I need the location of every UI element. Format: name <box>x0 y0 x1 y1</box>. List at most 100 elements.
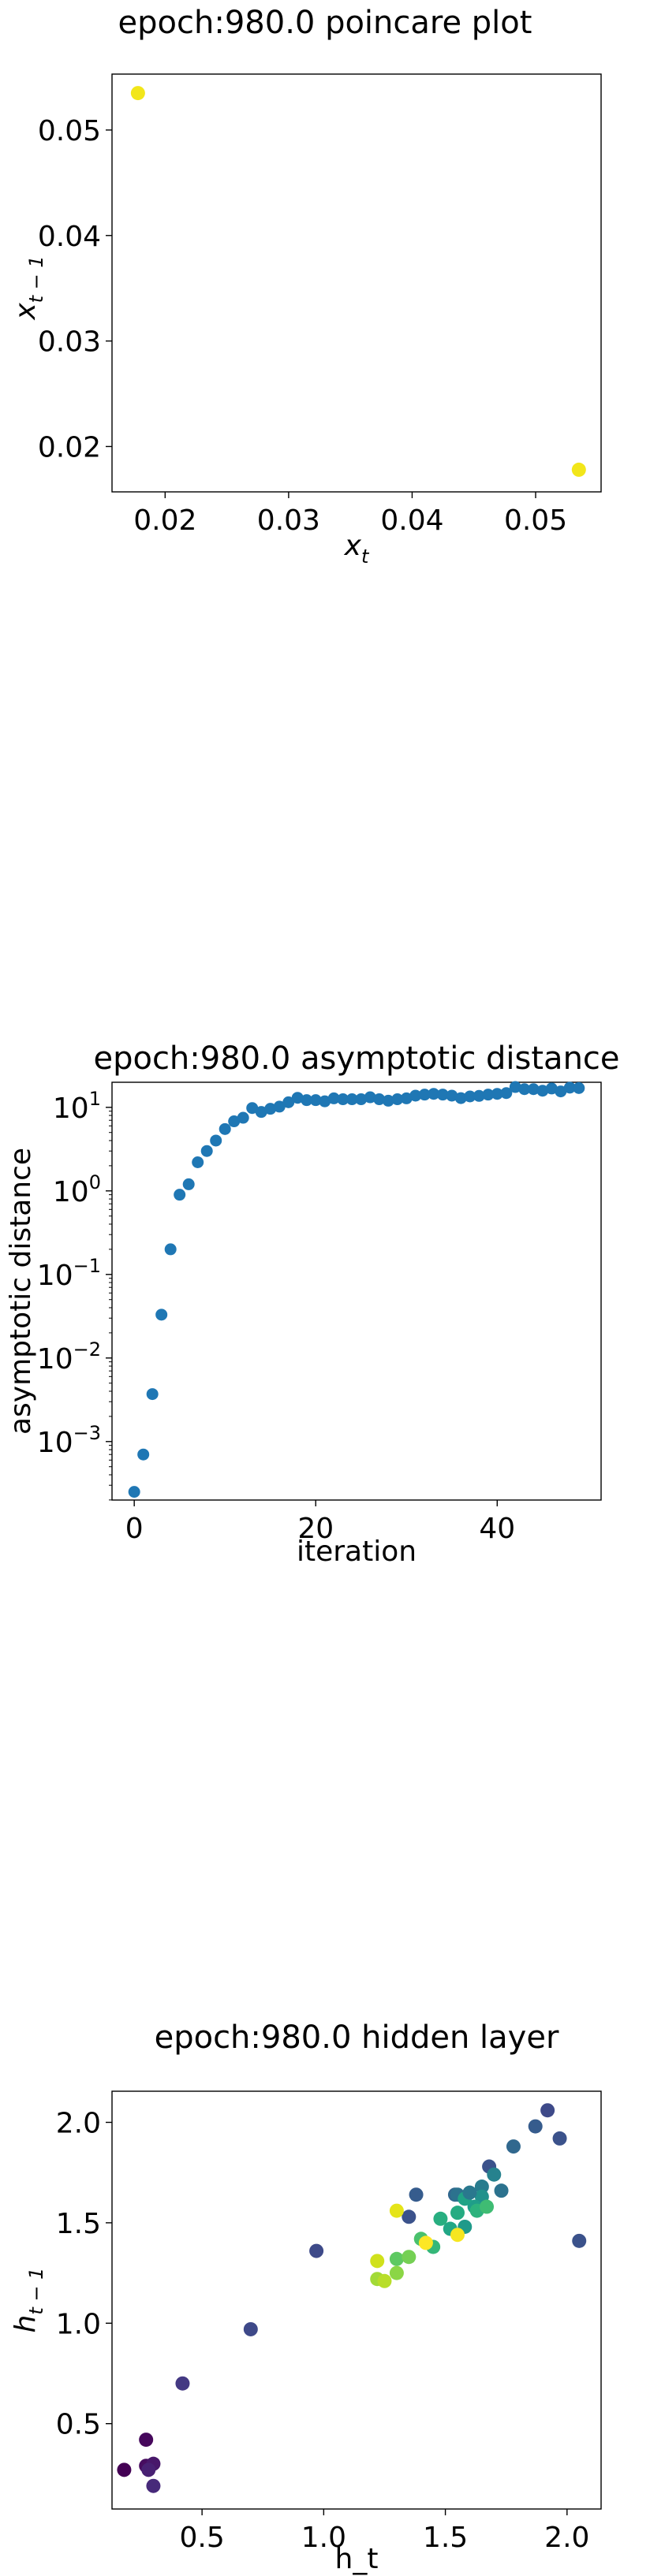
hidden-layer-point <box>389 2203 404 2218</box>
asymptotic-point <box>573 1081 585 1094</box>
hidden-layer-xtick-label: 2.0 <box>544 2522 589 2554</box>
poincare-plot-area <box>111 73 602 493</box>
asymptotic-ytick-exponent: −2 <box>73 1338 101 1361</box>
hidden-layer-point <box>141 2462 156 2477</box>
asymptotic-ytick-exponent: −3 <box>73 1422 101 1444</box>
poincare-ylabel-main: x <box>9 303 42 321</box>
asymptotic-point <box>273 1100 286 1113</box>
hidden-layer-ytick-label: 1.0 <box>56 2308 101 2340</box>
asymptotic-point <box>418 1089 431 1101</box>
asymptotic-distance-chart: epoch:980.0 asymptotic distance 0 20 4010−… <box>5 1040 620 1568</box>
hidden-layer-point <box>572 2233 587 2248</box>
asymptotic-point <box>482 1089 495 1101</box>
asymptotic-point <box>237 1111 249 1124</box>
asymptotic-point <box>500 1087 513 1100</box>
hidden-layer-xtick-label: 1.0 <box>301 2522 346 2554</box>
asymptotic-point <box>228 1115 241 1128</box>
hidden-layer-point <box>389 2265 404 2280</box>
asymptotic-point <box>309 1094 322 1107</box>
hidden-layer-point <box>389 2251 404 2266</box>
hidden-layer-xtick-label: 1.5 <box>423 2522 468 2554</box>
asymptotic-point <box>155 1308 168 1321</box>
asymptotic-point <box>563 1081 576 1094</box>
asymptotic-point <box>409 1089 422 1102</box>
hidden-layer-point <box>494 2183 509 2198</box>
asymptotic-plot-area <box>111 1081 602 1501</box>
poincare-point <box>130 86 145 101</box>
asymptotic-point <box>301 1094 313 1107</box>
poincare-ytick-label: 0.04 <box>38 221 101 253</box>
poincare-points <box>130 86 586 477</box>
hidden-layer-xtick-label: 0.5 <box>179 2522 224 2554</box>
hidden-layer-plot-area <box>111 2090 602 2510</box>
asymptotic-point <box>319 1095 331 1107</box>
poincare-xtick-label: 0.03 <box>257 504 320 537</box>
asymptotic-point <box>337 1093 349 1106</box>
poincare-xtick-label: 0.04 <box>380 504 443 537</box>
asymptotic-ytick-exponent: −1 <box>73 1255 101 1277</box>
asymptotic-point <box>282 1096 295 1108</box>
hidden-layer-point <box>402 2250 417 2265</box>
hidden-layer-ylabel-main: h <box>9 2315 42 2333</box>
asymptotic-ytick-base: 10 <box>53 1093 89 1125</box>
asymptotic-point <box>200 1145 213 1157</box>
asymptotic-point <box>454 1092 467 1104</box>
asymptotic-point <box>473 1089 485 1102</box>
hidden-layer-point <box>377 2273 392 2288</box>
poincare-ytick-label: 0.02 <box>38 431 101 463</box>
asymptotic-point <box>192 1156 204 1169</box>
poincare-xtick-label: 0.02 <box>133 504 196 537</box>
asymptotic-point <box>174 1189 186 1201</box>
poincare-chart: epoch:980.0 poincare plot 0.02 0.03 0.04 0.… <box>9 5 602 568</box>
asymptotic-point <box>536 1085 549 1097</box>
hidden-layer-point <box>418 2235 433 2250</box>
hidden-layer-point <box>450 2206 465 2220</box>
poincare-ytick-label: 0.05 <box>38 115 101 147</box>
asymptotic-point <box>146 1388 159 1401</box>
asymptotic-point <box>355 1093 368 1106</box>
asymptotic-ytick-base: 10 <box>37 1343 73 1375</box>
poincare-ylabel: xt − 1 <box>9 255 47 320</box>
asymptotic-point <box>518 1083 531 1096</box>
asymptotic-point <box>491 1088 503 1100</box>
asymptotic-point <box>555 1085 567 1098</box>
hidden-layer-ylabel: ht − 1 <box>9 2268 47 2333</box>
asymptotic-point <box>509 1081 521 1093</box>
hidden-layer-ticks: 0.5 1.0 1.5 2.0 0.5 1.0 1.5 2.0 <box>56 2107 590 2554</box>
asymptotic-point <box>373 1093 386 1106</box>
hidden-layer-point <box>450 2228 465 2243</box>
hidden-layer-ytick-label: 0.5 <box>56 2409 101 2441</box>
hidden-layer-xlabel: h_t <box>335 2543 379 2575</box>
poincare-point <box>571 462 586 477</box>
hidden-layer-ylabel-sub: t − 1 <box>25 2268 47 2315</box>
hidden-layer-chart: epoch:980.0 hidden layer 0.5 1.0 1.5 2.00.5… <box>9 2019 602 2575</box>
asymptotic-ytick-label: 100 <box>53 1171 101 1208</box>
hidden-layer-point <box>370 2254 385 2269</box>
asymptotic-ytick-exponent: 0 <box>89 1171 101 1193</box>
asymptotic-xtick-label: 40 <box>479 1513 515 1545</box>
asymptotic-point <box>364 1091 376 1104</box>
poincare-xlabel-sub: t <box>361 545 370 568</box>
hidden-layer-point <box>487 2167 502 2182</box>
asymptotic-point <box>346 1093 358 1106</box>
hidden-layer-point <box>402 2209 417 2224</box>
asymptotic-point <box>527 1083 540 1096</box>
asymptotic-point <box>291 1092 304 1104</box>
hidden-layer-point <box>540 2103 555 2118</box>
asymptotic-point <box>436 1089 449 1101</box>
asymptotic-points <box>128 1081 585 1498</box>
hidden-layer-point <box>433 2211 448 2226</box>
hidden-layer-point <box>506 2139 521 2154</box>
asymptotic-point <box>246 1102 259 1115</box>
asymptotic-point <box>428 1088 440 1100</box>
asymptotic-xtick-label: 0 <box>125 1513 144 1545</box>
asymptotic-point <box>382 1094 394 1107</box>
asymptotic-point <box>327 1092 340 1104</box>
asymptotic-ytick-base: 10 <box>37 1427 73 1459</box>
hidden-layer-point <box>552 2131 567 2146</box>
asymptotic-ytick-label: 10−1 <box>37 1255 101 1292</box>
asymptotic-ylabel: asymptotic distance <box>5 1148 37 1435</box>
asymptotic-point <box>464 1090 476 1103</box>
